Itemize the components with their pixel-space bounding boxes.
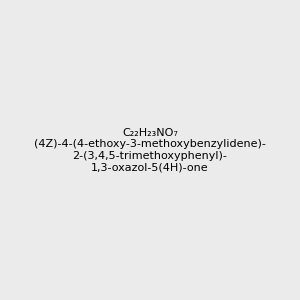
Text: C₂₂H₂₃NO₇
(4Z)-4-(4-ethoxy-3-methoxybenzylidene)-
2-(3,4,5-trimethoxyphenyl)-
1,: C₂₂H₂₃NO₇ (4Z)-4-(4-ethoxy-3-methoxybenz… bbox=[34, 128, 266, 172]
